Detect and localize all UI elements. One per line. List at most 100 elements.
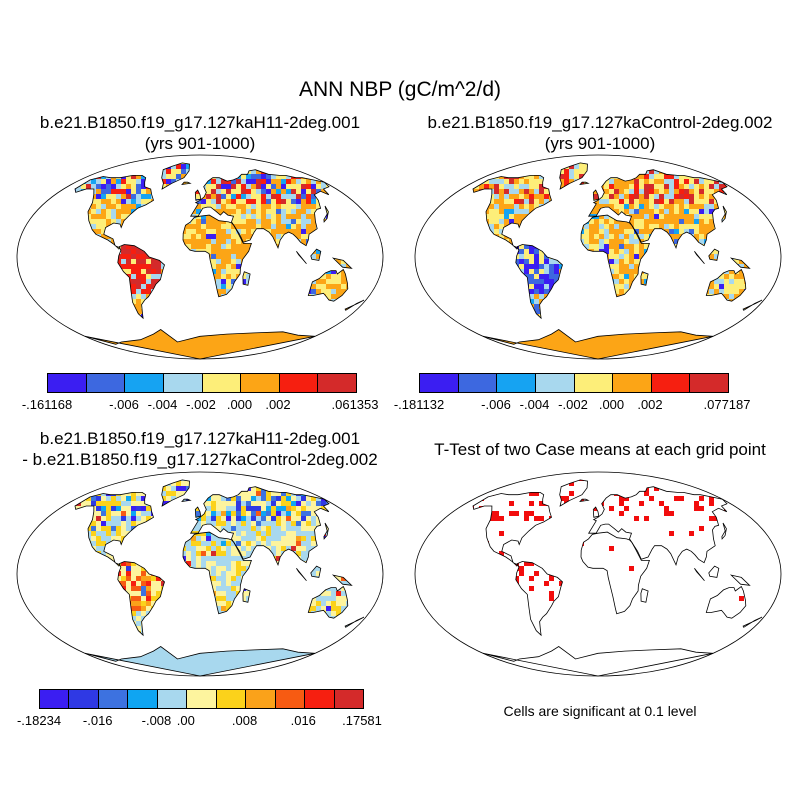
grid-cell <box>629 184 634 189</box>
grid-cell <box>151 274 156 279</box>
grid-cell <box>699 194 704 199</box>
grid-cell <box>241 184 246 189</box>
grid-cell <box>26 349 31 354</box>
grid-cell <box>534 274 539 279</box>
grid-cell <box>376 334 381 339</box>
grid-cell <box>351 354 356 359</box>
grid-cell <box>276 154 281 159</box>
grid-cell <box>251 204 256 209</box>
grid-cell <box>256 219 261 224</box>
grid-cell <box>251 229 256 234</box>
grid-cell <box>371 299 376 304</box>
grid-cell <box>31 179 36 184</box>
grid-cell <box>206 204 211 209</box>
grid-cell <box>473 169 474 174</box>
grid-cell <box>689 209 694 214</box>
grid-cell <box>699 234 704 239</box>
grid-cell <box>211 359 216 362</box>
grid-cell <box>51 329 56 334</box>
grid-cell <box>336 289 341 294</box>
grid-cell <box>66 179 71 184</box>
grid-cell <box>36 169 41 174</box>
grid-cell <box>529 269 534 274</box>
grid-cell <box>241 339 246 344</box>
coastline <box>189 169 330 250</box>
grid-cell <box>424 199 429 204</box>
grid-cell <box>644 184 649 189</box>
grid-cell <box>381 299 386 304</box>
grid-cell <box>296 349 301 354</box>
grid-cell <box>629 199 634 204</box>
grid-cell <box>366 199 371 204</box>
grid-cell <box>31 184 36 189</box>
grid-cell <box>301 189 306 194</box>
grid-cell <box>654 219 659 224</box>
grid-cell <box>544 259 549 264</box>
grid-cell <box>519 259 524 264</box>
grid-cell <box>21 339 26 344</box>
grid-cell <box>276 214 281 219</box>
grid-cell <box>236 179 241 184</box>
grid-cell <box>191 244 196 249</box>
grid-cell <box>91 154 96 159</box>
grid-cell <box>419 154 424 159</box>
grid-cell <box>321 274 326 279</box>
grid-cell <box>589 219 594 224</box>
grid-cell <box>629 219 634 224</box>
grid-cell <box>226 274 231 279</box>
grid-cell <box>489 204 494 209</box>
grid-cell <box>579 169 584 174</box>
grid-cell <box>376 339 381 344</box>
grid-cell <box>301 162 306 164</box>
grid-cell <box>594 209 599 214</box>
grid-cell <box>256 354 261 359</box>
grid-cell <box>231 349 236 354</box>
grid-cell <box>704 154 709 159</box>
grid-cell <box>151 284 156 289</box>
panel3-title: b.e21.B1850.f19_g17.127kaH11-2deg.001 - … <box>0 428 400 470</box>
grid-cell <box>121 244 126 249</box>
grid-cell <box>679 214 684 219</box>
grid-cell <box>554 274 559 279</box>
grid-cell <box>381 154 386 159</box>
grid-cell <box>131 274 136 279</box>
grid-cell <box>286 204 291 209</box>
grid-cell <box>206 194 211 199</box>
grid-cell <box>141 189 146 194</box>
grid-cell <box>186 344 191 349</box>
grid-cell <box>504 219 509 224</box>
grid-cell <box>26 164 31 169</box>
grid-cell <box>316 279 321 284</box>
grid-cell <box>111 194 116 199</box>
grid-cell <box>684 229 689 234</box>
grid-cell <box>21 204 26 209</box>
grid-cell <box>41 159 46 164</box>
grid-cell <box>121 184 126 189</box>
grid-cell <box>236 249 241 254</box>
grid-cell <box>51 154 56 159</box>
grid-cell <box>41 324 46 329</box>
grid-cell <box>246 209 251 214</box>
grid-cell <box>684 189 689 194</box>
grid-cell <box>629 189 634 194</box>
grid-cell <box>281 204 286 209</box>
grid-cell <box>664 189 669 194</box>
grid-cell <box>649 204 654 209</box>
grid-cell <box>659 224 664 229</box>
grid-cell <box>326 174 331 179</box>
grid-cell <box>376 204 381 209</box>
grid-cell <box>286 219 291 224</box>
grid-cell <box>704 162 709 164</box>
grid-cell <box>504 199 509 204</box>
grid-cell <box>419 184 424 189</box>
grid-cell <box>241 209 246 214</box>
grid-cell <box>261 224 266 229</box>
grid-cell <box>371 184 376 189</box>
grid-cell <box>216 244 221 249</box>
grid-cell <box>251 344 256 349</box>
grid-cell <box>251 219 256 224</box>
grid-cell <box>296 179 301 184</box>
grid-cell <box>116 189 121 194</box>
grid-cell <box>774 194 779 199</box>
grid-cell <box>351 154 356 159</box>
